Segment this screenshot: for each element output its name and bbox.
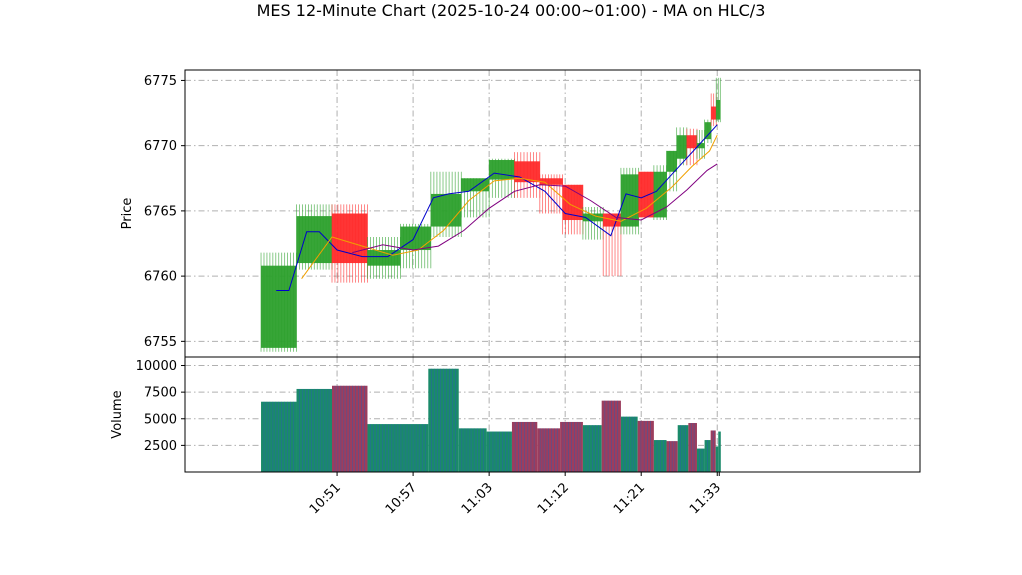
volume-bar <box>620 416 638 472</box>
price-tick-label: 6775 <box>144 74 177 89</box>
price-tick-label: 6770 <box>144 139 177 154</box>
ohlc-bar-down <box>602 213 622 277</box>
volume-bar <box>458 428 487 472</box>
ohlc-bar-up <box>704 119 712 144</box>
ohlc-body <box>676 135 687 159</box>
ohlc-body <box>582 213 604 222</box>
ohlc-bar-down <box>514 152 541 198</box>
volume-bar <box>715 446 719 472</box>
ohlc-bar-down <box>710 93 717 127</box>
ohlc-body <box>620 174 639 227</box>
ohlc-body <box>603 213 621 227</box>
volume-bar <box>637 420 654 472</box>
volume-bar <box>704 440 711 472</box>
volume-bar <box>428 368 459 472</box>
volume-bars <box>261 368 721 472</box>
volume-bar <box>582 425 602 472</box>
volume-bar <box>261 401 297 472</box>
price-grid <box>185 70 920 357</box>
time-tick-label: 10:51 <box>307 480 344 517</box>
volume-bar-body <box>696 448 705 472</box>
ohlc-bar-up <box>488 158 515 198</box>
ohlc-bar-up <box>400 223 432 269</box>
volume-bar <box>537 428 561 472</box>
volume-bar <box>511 421 538 472</box>
price-tick-label: 6755 <box>144 335 177 350</box>
ohlc-body <box>539 178 563 185</box>
volume-tick-label: 7500 <box>144 386 177 401</box>
time-tick-label: 10:57 <box>383 480 420 517</box>
ohlc-bar-up <box>430 171 462 237</box>
time-tick-label: 11:21 <box>611 480 648 517</box>
volume-bar <box>332 385 368 472</box>
volume-bar <box>666 441 678 472</box>
ohlc-body <box>296 216 332 264</box>
time-tick-label: 11:03 <box>459 480 496 517</box>
ohlc-bar-up <box>367 236 401 279</box>
volume-bar <box>710 430 716 472</box>
ma-line-fast <box>276 124 718 291</box>
ohlc-body <box>696 143 705 149</box>
ohlc-body <box>489 160 515 180</box>
price-axis-label: Price <box>120 198 135 230</box>
ohlc-body <box>400 226 431 251</box>
ohlc-bar-up <box>620 167 640 235</box>
ohlc-body <box>261 265 297 348</box>
ohlc-body <box>711 106 717 120</box>
chart-title: MES 12-Minute Chart (2025-10-24 00:00~01… <box>256 1 766 20</box>
ohlc-body <box>638 171 654 218</box>
volume-tick-label: 10000 <box>136 359 177 374</box>
time-tick-label: 11:33 <box>687 480 724 517</box>
ohlc-body <box>686 135 697 149</box>
ohlc-body <box>666 150 677 172</box>
volume-bar <box>367 424 429 472</box>
ohlc-body <box>514 161 540 183</box>
volume-y-axis: 2500 5000 7500 10000 <box>136 359 185 454</box>
volume-axis-label: Volume <box>110 390 125 438</box>
volume-bar <box>486 431 512 472</box>
ohlc-bar-up <box>715 77 721 123</box>
price-tick-label: 6760 <box>144 270 177 285</box>
volume-tick-label: 5000 <box>144 412 177 427</box>
ma-line-slow <box>352 163 718 254</box>
volume-bar-body <box>718 431 721 472</box>
volume-bar <box>601 400 621 472</box>
ohlc-bar-up <box>696 130 705 159</box>
time-tick-label: 11:12 <box>535 480 572 517</box>
volume-bar-body <box>715 446 719 472</box>
ohlc-body <box>716 100 721 120</box>
volume-bar <box>696 448 705 472</box>
ohlc-bar-up <box>460 178 490 218</box>
ohlc-bar-up <box>260 252 297 352</box>
volume-bar <box>688 423 697 472</box>
ohlc-bar-down <box>686 128 698 166</box>
ohlc-bar-down <box>331 204 368 283</box>
time-x-axis: 10:51 10:57 11:03 11:12 11:21 11:33 <box>307 472 724 517</box>
volume-bar <box>718 431 721 472</box>
volume-bar <box>296 388 332 472</box>
volume-bar <box>677 425 689 472</box>
volume-panel-frame <box>184 356 921 473</box>
ohlc-bar-down <box>562 184 584 235</box>
ohlc-bar-up <box>296 204 333 270</box>
ohlc-body <box>430 193 462 227</box>
ma-line-mid <box>301 134 718 279</box>
volume-tick-label: 2500 <box>144 439 177 454</box>
moving-averages <box>276 124 718 291</box>
ohlc-body <box>704 122 712 140</box>
volume-bar-body <box>637 420 654 472</box>
volume-bar-body <box>688 423 697 472</box>
price-tick-label: 6765 <box>144 204 177 219</box>
volume-bar <box>653 440 667 472</box>
volume-bar <box>560 421 583 472</box>
price-y-axis: 6755 6760 6765 6770 6775 <box>144 74 185 350</box>
volume-bar-body <box>458 428 487 472</box>
